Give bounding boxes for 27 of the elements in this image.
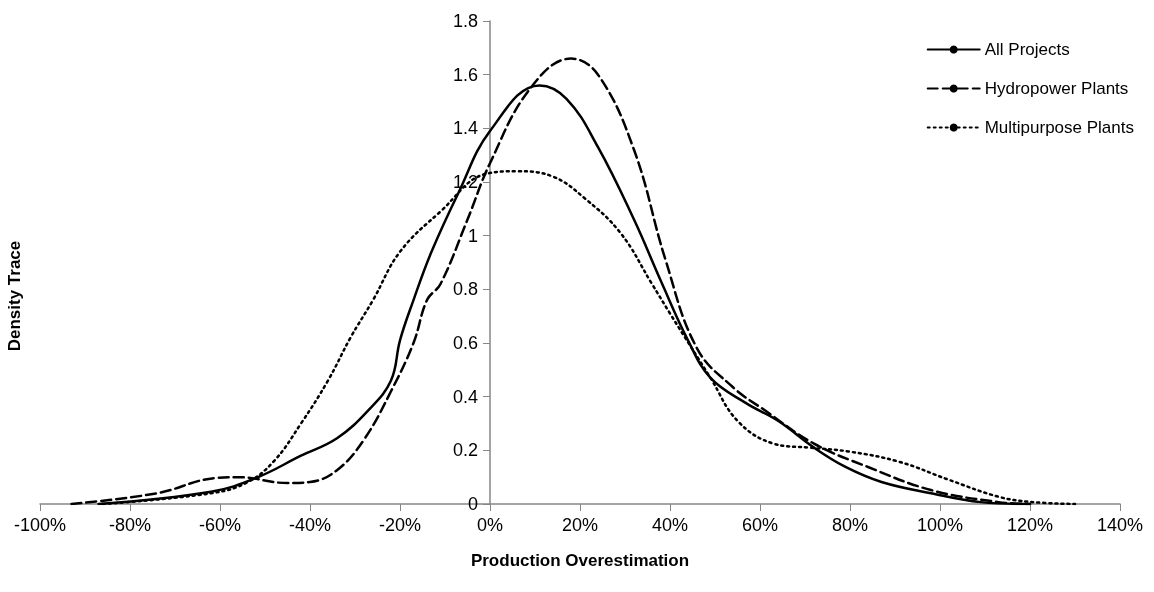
y-tick-label: 0 xyxy=(467,494,478,514)
y-tick-label: 0.6 xyxy=(452,333,478,353)
x-tick-label: 20% xyxy=(561,515,599,535)
x-tick-label: 120% xyxy=(1006,515,1054,535)
x-tick-label: 80% xyxy=(831,515,869,535)
x-axis-title: Production Overestimation xyxy=(470,551,690,570)
y-tick-label: 0.4 xyxy=(452,386,478,407)
y-tick-label: 1 xyxy=(467,225,478,246)
y-axis-title: Density Trace xyxy=(5,240,24,352)
x-tick-label: -40% xyxy=(288,515,332,535)
x-tick-label: -100% xyxy=(13,515,67,535)
y-tick-label: 1.4 xyxy=(452,118,478,139)
x-tick-label: 100% xyxy=(916,515,964,535)
x-tick-label: 40% xyxy=(651,515,689,535)
x-tick-label: -60% xyxy=(198,515,242,535)
x-tick-label: 60% xyxy=(741,515,779,535)
legend-label: Multipurpose Plants xyxy=(984,118,1135,137)
y-tick-label: 0.8 xyxy=(452,279,478,300)
x-tick-label: -80% xyxy=(108,515,152,535)
x-tick-label: 140% xyxy=(1096,515,1144,535)
x-tick-label: -20% xyxy=(378,515,422,535)
y-tick-label: 1.8 xyxy=(452,11,478,31)
legend-label: All Projects xyxy=(984,40,1070,59)
x-tick-label: 0% xyxy=(476,515,504,535)
y-tick-label: 1.6 xyxy=(452,64,478,85)
y-tick-label: 0.2 xyxy=(452,440,478,461)
legend-label: Hydropower Plants xyxy=(984,79,1129,98)
